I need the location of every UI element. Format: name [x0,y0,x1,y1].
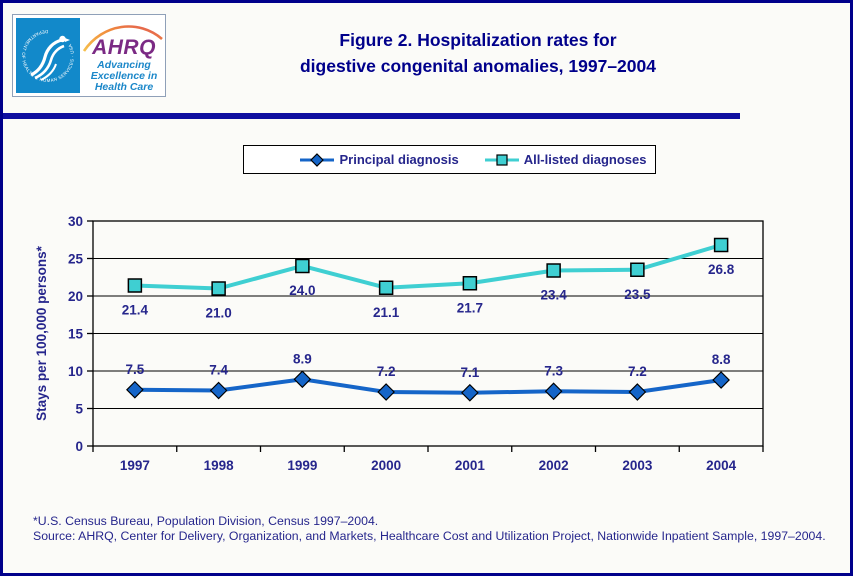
data-label: 23.5 [624,287,651,302]
data-point-marker [461,383,479,402]
x-category-label: 1999 [287,458,317,473]
data-point-marker [126,380,144,399]
data-label: 8.9 [293,351,312,366]
footnote-source: Source: AHRQ, Center for Delivery, Organ… [33,529,826,543]
data-label: 7.2 [628,364,647,379]
hhs-eagle-icon: DEPARTMENT OF HEALTH & HUMAN SERVICES · … [21,29,75,83]
data-label: 21.1 [373,305,400,320]
series-line [134,243,722,291]
eagle-stripe [30,38,63,77]
data-point-marker [293,370,312,389]
gridlines [93,258,763,409]
plot-border [92,220,764,447]
hhs-seal: DEPARTMENT OF HEALTH & HUMAN SERVICES · … [16,18,80,93]
y-tick-label: 5 [75,402,83,417]
data-point-marker [211,281,226,296]
x-category-label: 2002 [539,458,569,473]
x-axis [92,446,764,452]
legend-item: Principal diagnosis [300,152,459,168]
data-label: 7.2 [377,364,396,379]
legend-item: All-listed diagnoses [484,152,647,168]
eagle-beak [65,38,70,42]
data-point-marker [546,263,561,278]
legend-label: Principal diagnosis [339,152,459,167]
footnote-census: *U.S. Census Bureau, Population Division… [33,514,379,528]
data-point-marker [544,382,563,401]
data-label: 21.4 [122,303,149,318]
ahrq-hhs-logo: DEPARTMENT OF HEALTH & HUMAN SERVICES · … [12,14,166,97]
eagle-stripe [34,44,65,80]
ahrq-tagline: Advancing Excellence in Health Care [83,60,165,93]
data-point-marker [295,258,310,274]
data-point-marker [378,280,394,295]
legend-diamond-marker-icon [300,152,335,167]
data-label: 8.8 [712,352,731,367]
data-label: 21.0 [205,306,231,321]
y-axis-title: Stays per 100,000 persons* [34,245,49,421]
data-label: 7.1 [460,365,479,380]
x-category-label: 2000 [371,458,401,473]
y-axis [87,220,93,447]
data-label: 21.7 [457,300,483,315]
chart-legend: Principal diagnosis All-listed diagnoses [243,145,656,174]
x-category-label: 2001 [455,458,486,473]
ahrq-logo-text: AHRQ Advancing Excellence in Health Care [82,15,165,96]
series-line [134,377,722,395]
eagle-head [59,35,66,43]
y-tick-label: 20 [68,289,83,304]
y-tick-label: 30 [68,214,83,229]
data-point-marker [377,383,395,401]
figure-title-line2: digestive congenital anomalies, 1997–200… [299,56,656,76]
data-label: 26.8 [708,262,735,277]
figure-title-line1: Figure 2. Hospitalization rates for [339,30,617,50]
data-label: 7.4 [209,363,228,378]
data-label: 23.4 [540,288,567,303]
footnotes: *U.S. Census Bureau, Population Division… [33,514,839,544]
y-tick-label: 0 [75,439,83,454]
data-label: 7.3 [544,363,563,378]
x-category-label: 1997 [120,458,150,473]
y-tick-label: 15 [68,327,84,342]
x-category-label: 2003 [622,458,653,473]
legend-square-marker-icon [484,153,519,166]
data-point-marker [712,371,730,389]
x-category-label: 1998 [204,458,235,473]
series-all-listed-diagnoses: 21.4 21.0 24.0 21.1 21.7 23.4 23.5 26.8 [122,237,735,321]
data-point-marker [628,383,647,401]
ahrq-wordmark: AHRQ [92,36,156,59]
data-label: 7.5 [125,362,144,377]
x-category-label: 2004 [706,458,737,473]
tagline-line: Advancing [97,59,151,71]
data-point-marker [462,276,478,291]
y-tick-label: 10 [68,364,83,379]
data-point-marker [713,237,729,253]
data-label: 24.0 [289,283,315,298]
legend-label: All-listed diagnoses [523,152,647,167]
figure-title: Figure 2. Hospitalization rates for dige… [173,27,783,79]
tagline-line: Health Care [94,81,154,93]
tagline-line: Excellence in [90,70,158,82]
data-point-marker [209,381,228,400]
header-divider [3,113,740,119]
y-tick-label: 25 [68,252,84,267]
series-principal-diagnosis: 7.5 7.4 8.9 7.2 7.1 7.3 7.2 8.8 [125,351,731,402]
logo-arc-icon [82,25,163,52]
data-point-marker [127,278,143,293]
eagle-stripe [40,63,57,81]
data-point-marker [630,262,645,277]
